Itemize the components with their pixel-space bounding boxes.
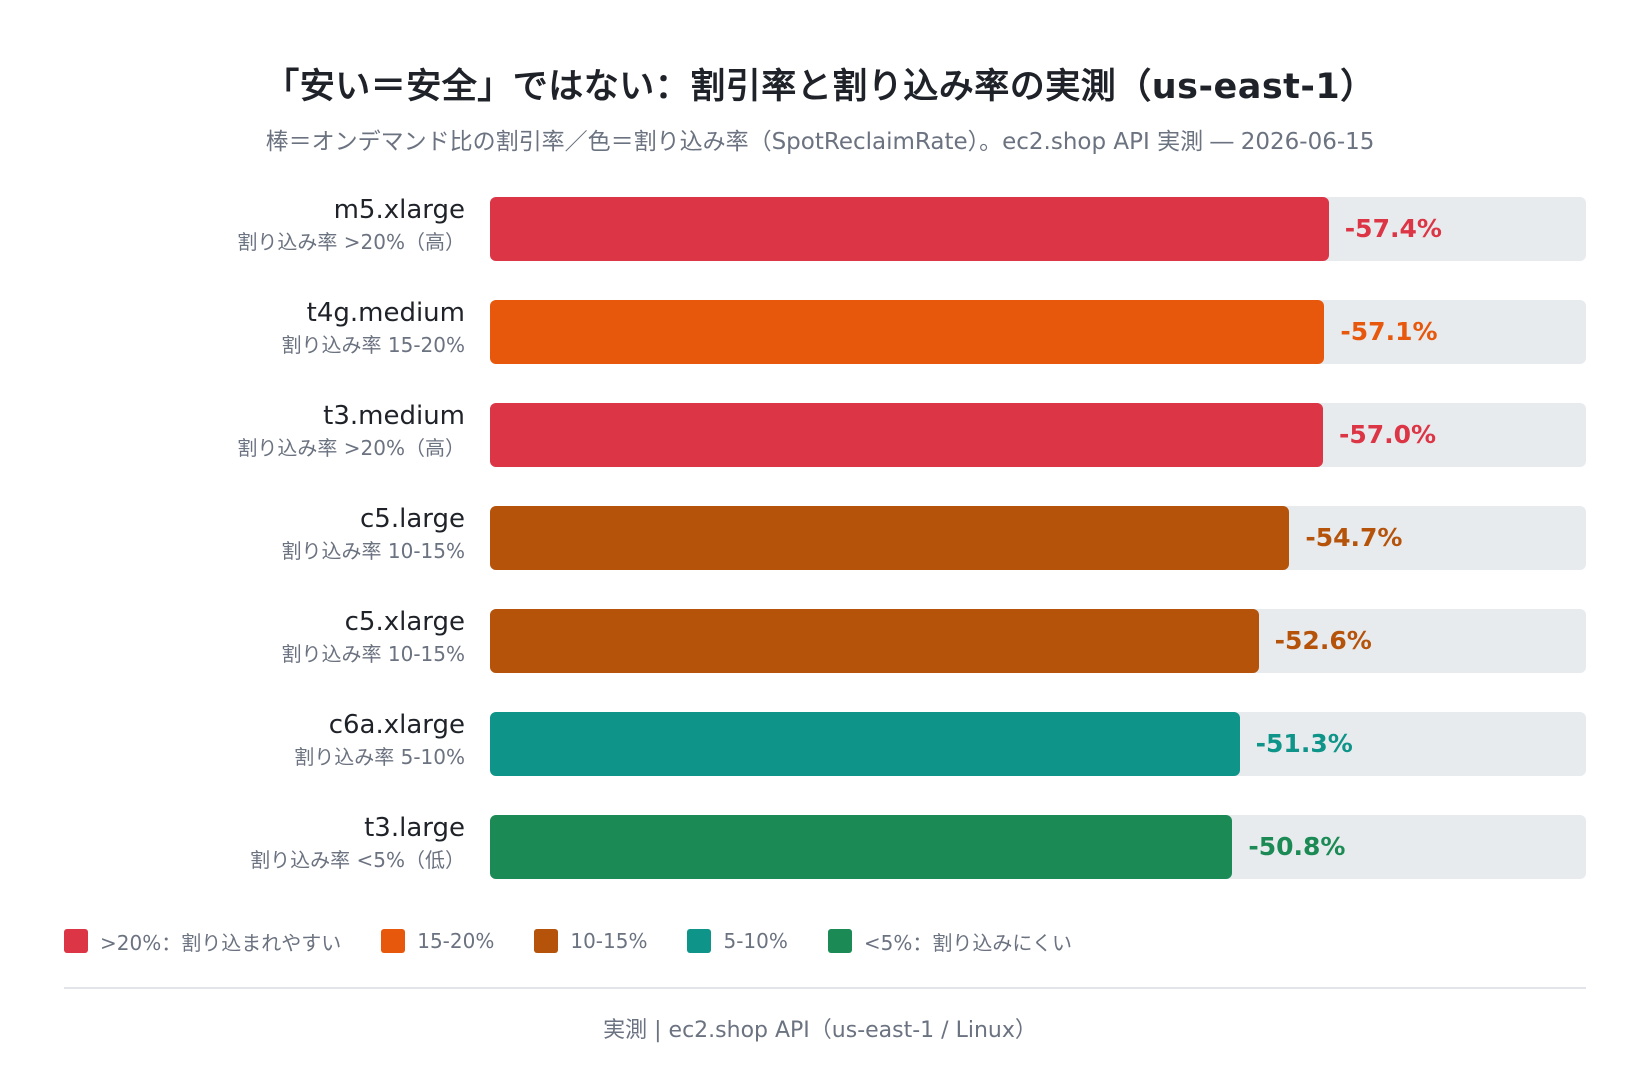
- bar-value-label: -52.6%: [1274, 626, 1372, 655]
- bar: [490, 815, 1233, 879]
- legend-swatch: [381, 929, 406, 953]
- instance-type-label: c6a.xlarge: [328, 710, 465, 740]
- footer-divider: [64, 987, 1586, 989]
- bar-label: t4g.medium 割り込み率 15-20%: [282, 296, 465, 360]
- legend-label: 15-20%: [417, 929, 495, 953]
- reclaim-rate-label: 割り込み率 >20%（高）: [237, 230, 465, 254]
- instance-type-label: c5.xlarge: [344, 607, 465, 637]
- legend-label: 5-10%: [723, 929, 788, 953]
- bar: [490, 403, 1323, 467]
- legend-label: >20%：割り込まれやすい: [100, 930, 342, 955]
- bar-label: t3.medium 割り込み率 >20%（高）: [237, 399, 465, 463]
- bar: [490, 506, 1290, 570]
- reclaim-rate-label: 割り込み率 5-10%: [294, 745, 465, 769]
- legend-item: >20%：割り込まれやすい: [64, 927, 341, 956]
- legend-swatch: [64, 929, 88, 953]
- bar-row: t3.medium 割り込み率 >20%（高） -57.0%: [0, 401, 1640, 467]
- legend-label: <5%：割り込みにくい: [863, 930, 1072, 955]
- bar-row: c5.xlarge 割り込み率 10-15% -52.6%: [0, 607, 1640, 673]
- bar: [490, 300, 1325, 364]
- chart-footer: 実測 | ec2.shop API（us-east-1 / Linux）: [603, 1018, 1037, 1043]
- chart-subtitle: 棒＝オンデマンド比の割引率／色＝割り込み率（SpotReclaimRate）。e…: [265, 129, 1375, 155]
- reclaim-rate-label: 割り込み率 15-20%: [281, 333, 465, 357]
- instance-type-label: t3.large: [364, 813, 465, 843]
- bar-label: t3.large 割り込み率 <5%（低）: [250, 811, 465, 875]
- instance-type-label: t3.medium: [323, 401, 465, 431]
- bar: [490, 197, 1329, 261]
- reclaim-rate-label: 割り込み率 <5%（低）: [250, 848, 465, 872]
- legend-item: <5%：割り込みにくい: [827, 927, 1072, 956]
- instance-type-label: t4g.medium: [306, 298, 465, 328]
- bar-row: m5.xlarge 割り込み率 >20%（高） -57.4%: [0, 195, 1640, 261]
- instance-type-label: m5.xlarge: [333, 195, 465, 225]
- bar-value-label: -51.3%: [1255, 729, 1353, 758]
- bar-track: -57.4%: [490, 197, 1586, 261]
- legend-swatch: [827, 929, 852, 953]
- instance-type-label: c5.large: [360, 504, 465, 534]
- bar-value-label: -57.0%: [1338, 420, 1437, 449]
- legend-item: 15-20%: [381, 929, 494, 953]
- bar: [490, 609, 1259, 673]
- reclaim-rate-label: 割り込み率 10-15%: [281, 539, 465, 563]
- bar-row: c6a.xlarge 割り込み率 5-10% -51.3%: [0, 710, 1640, 776]
- legend-item: 10-15%: [534, 929, 647, 953]
- bar-value-label: -54.7%: [1305, 523, 1403, 552]
- bar-track: -57.0%: [490, 403, 1586, 467]
- reclaim-rate-label: 割り込み率 >20%（高）: [237, 436, 465, 460]
- bar-track: -50.8%: [490, 815, 1586, 879]
- bar-track: -57.1%: [490, 300, 1586, 364]
- bar-value-label: -57.4%: [1344, 214, 1442, 243]
- legend-swatch: [687, 929, 712, 953]
- reclaim-rate-label: 割り込み率 10-15%: [281, 642, 465, 666]
- bar-track: -51.3%: [490, 712, 1586, 776]
- bar-track: -54.7%: [490, 506, 1586, 570]
- bar-row: t3.large 割り込み率 <5%（低） -50.8%: [0, 813, 1640, 879]
- chart-legend: >20%：割り込まれやすい 15-20% 10-15% 5-10% <5%：割り込みにく…: [64, 926, 1112, 956]
- bar: [490, 712, 1240, 776]
- bar-label: c5.large 割り込み率 10-15%: [282, 502, 465, 566]
- bar-label: c5.xlarge 割り込み率 10-15%: [282, 605, 465, 669]
- legend-label: 10-15%: [570, 929, 648, 953]
- bar-value-label: -50.8%: [1248, 832, 1346, 861]
- bar-row: c5.large 割り込み率 10-15% -54.7%: [0, 504, 1640, 570]
- chart-title: 「安い＝安全」ではない：割引率と割り込み率の実測（us-east-1）: [264, 67, 1376, 107]
- legend-item: 5-10%: [687, 929, 788, 953]
- legend-swatch: [534, 929, 559, 953]
- bar-track: -52.6%: [490, 609, 1586, 673]
- bar-value-label: -57.1%: [1340, 317, 1438, 346]
- bar-label: c6a.xlarge 割り込み率 5-10%: [294, 708, 465, 772]
- bar-label: m5.xlarge 割り込み率 >20%（高）: [237, 193, 465, 257]
- bar-row: t4g.medium 割り込み率 15-20% -57.1%: [0, 298, 1640, 364]
